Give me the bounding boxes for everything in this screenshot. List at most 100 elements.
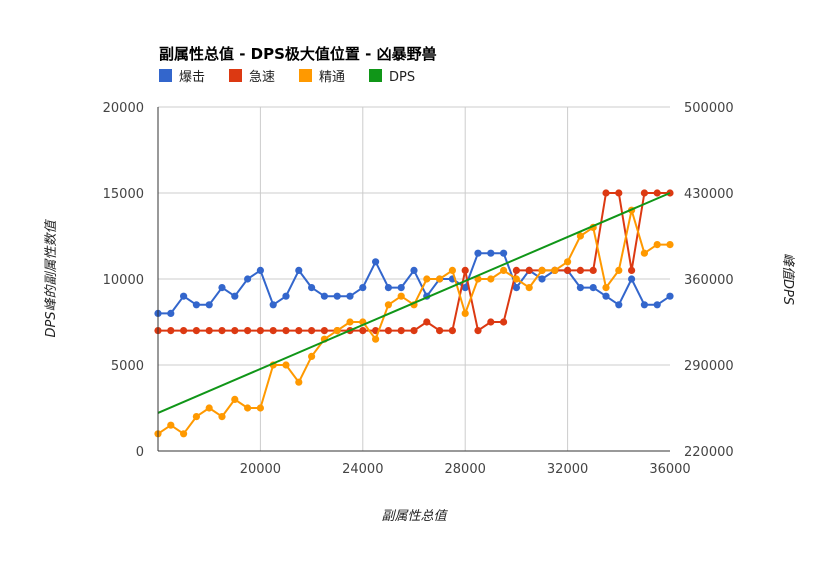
series-1-point	[384, 327, 392, 335]
series-2-point	[487, 275, 495, 283]
series-0-point	[628, 275, 636, 283]
y-left-tick-label: 0	[136, 445, 144, 460]
series-2-point	[295, 378, 303, 386]
series-2-point	[180, 430, 188, 438]
y-right-tick-label: 360000	[684, 273, 734, 288]
series-1-point	[653, 189, 661, 197]
series-2-point	[384, 301, 392, 309]
series-1-point	[615, 189, 623, 197]
series-1-point	[640, 189, 649, 197]
y-right-tick-label: 290000	[684, 359, 734, 374]
series-0-point	[615, 301, 623, 309]
series-1-point	[436, 327, 444, 335]
series-0-point	[346, 292, 354, 300]
series-0-point	[180, 292, 188, 300]
y-right-tick-label: 500000	[684, 101, 734, 116]
series-2-point	[551, 266, 559, 274]
series-1-point	[256, 327, 264, 335]
series-2-point	[205, 404, 213, 412]
series-2-point	[282, 361, 290, 369]
series-0-point	[218, 284, 226, 292]
chart-title: 副属性总值 - DPS极大值位置 - 凶暴野兽	[159, 45, 437, 63]
series-0-point	[461, 284, 469, 292]
series-2-point	[333, 327, 341, 335]
series-2-point	[500, 266, 508, 274]
series-1-point	[295, 327, 303, 335]
x-axis-title: 副属性总值	[381, 509, 448, 524]
series-2-point	[615, 266, 623, 274]
series-1-point	[320, 327, 328, 335]
series-1-point	[525, 266, 533, 274]
y-axis-right-title: 峰值DPS	[780, 253, 795, 305]
series-1-point	[205, 327, 213, 335]
series-1-point	[602, 189, 610, 197]
series-2-point	[256, 404, 264, 412]
legend: 爆击 急速 精通 DPS	[159, 69, 415, 85]
legend-label: 爆击	[179, 70, 205, 85]
series-2-point	[538, 266, 546, 274]
axes: 0 220000 5000 290000 10000 360000 15000 430000 2…	[103, 101, 734, 477]
x-tick-label: 36000	[649, 462, 690, 477]
series-0-point	[576, 284, 585, 292]
y-left-tick-label: 20000	[103, 101, 144, 116]
series-2-point	[372, 335, 380, 343]
series-0-point	[308, 284, 316, 292]
series-2-point	[308, 352, 316, 360]
series-2-point	[640, 249, 649, 257]
x-tick-label: 20000	[240, 462, 281, 477]
legend-swatch	[299, 69, 312, 82]
y-left-tick-label: 5000	[111, 359, 144, 374]
series-2-point	[397, 292, 405, 300]
series-1-point	[269, 327, 277, 335]
y-axis-left-title: DPS峰的副属性数值	[44, 218, 59, 337]
series-0-point	[269, 301, 277, 309]
series-2-point	[564, 258, 572, 266]
series-2-point	[192, 413, 200, 421]
series-1-point	[308, 327, 316, 335]
series-0-point	[474, 249, 482, 257]
series-0-point	[666, 292, 674, 300]
series-1-point	[564, 266, 572, 274]
series-1-point	[218, 327, 226, 335]
series-1-point	[474, 327, 482, 335]
series-0-point	[640, 301, 649, 309]
series-0-point	[500, 249, 508, 257]
series-0-point	[320, 292, 328, 300]
series-1-point	[244, 327, 252, 335]
series-1-point	[589, 266, 597, 274]
series-1-point	[487, 318, 495, 326]
series-0-point	[512, 284, 521, 292]
series-2-point	[218, 413, 226, 421]
x-tick-label: 32000	[547, 462, 588, 477]
series-0-point	[256, 266, 264, 274]
series-2-point	[423, 275, 431, 283]
series-0-point	[589, 284, 597, 292]
series-1-point	[628, 266, 636, 274]
gridlines	[158, 106, 670, 451]
series-2-point	[461, 309, 469, 317]
series-1-point	[282, 327, 290, 335]
series-0-point	[205, 301, 213, 309]
series-0-point	[192, 301, 200, 309]
legend-swatch	[369, 69, 382, 82]
legend-swatch	[159, 69, 172, 82]
series-1-point	[500, 318, 508, 326]
series-2-point	[244, 404, 252, 412]
series-1-point	[448, 327, 456, 335]
series-0-point	[487, 249, 495, 257]
series-0-point	[333, 292, 341, 300]
series-0-point	[602, 292, 610, 300]
series-1-point	[397, 327, 405, 335]
series-0-point	[282, 292, 290, 300]
series-0-point	[244, 275, 252, 283]
series-2-point	[231, 395, 239, 403]
series-1-point	[576, 266, 585, 274]
x-tick-label: 24000	[342, 462, 383, 477]
series-2-point	[525, 284, 533, 292]
series-2-point	[602, 284, 610, 292]
series-0-point	[295, 266, 303, 274]
legend-swatch	[229, 69, 242, 82]
legend-label: 急速	[249, 70, 275, 85]
series-0-point	[397, 284, 405, 292]
